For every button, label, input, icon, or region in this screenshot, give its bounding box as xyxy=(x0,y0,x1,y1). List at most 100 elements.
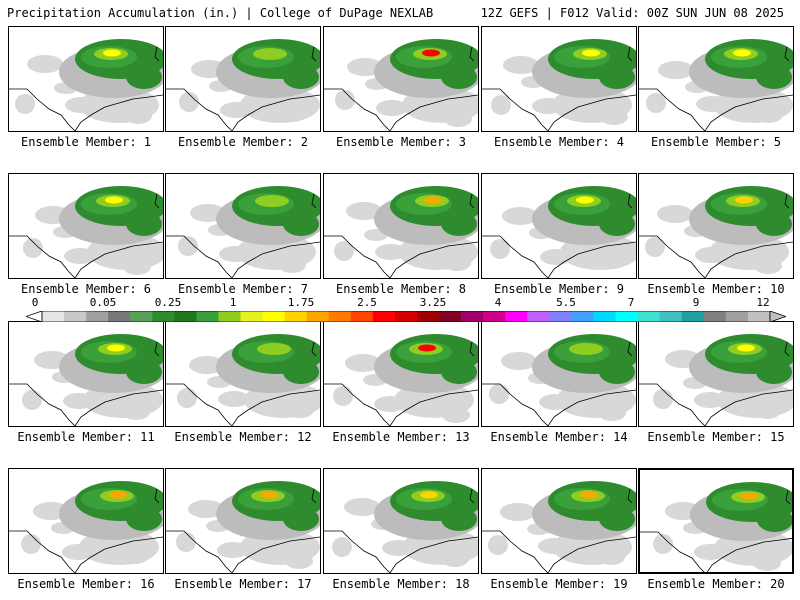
colorbar-segment xyxy=(659,311,683,322)
colorbar-segment xyxy=(262,311,285,322)
precip-map xyxy=(166,334,320,426)
precip-map xyxy=(324,334,478,426)
colorbar-tick-label: 2.5 xyxy=(357,296,377,309)
colorbar-segment xyxy=(174,311,197,322)
member-label: Ensemble Member: 19 xyxy=(490,577,628,591)
colorbar-segment xyxy=(571,311,594,322)
colorbar-tick-label: 7 xyxy=(627,296,635,309)
member-label: Ensemble Member: 13 xyxy=(332,430,470,444)
ensemble-panel xyxy=(8,173,164,279)
member-label: Ensemble Member: 7 xyxy=(177,282,309,296)
ensemble-panel xyxy=(165,26,321,132)
colorbar-segment xyxy=(394,311,418,322)
precip-map xyxy=(639,39,793,131)
ensemble-panel xyxy=(323,173,479,279)
ensemble-panel xyxy=(481,321,637,427)
colorbar-segment xyxy=(86,311,109,322)
ensemble-panel xyxy=(638,173,794,279)
colorbar-tick-label: 1 xyxy=(229,296,237,309)
ensemble-panel xyxy=(638,468,794,574)
member-label: Ensemble Member: 8 xyxy=(335,282,467,296)
ensemble-panel xyxy=(165,468,321,574)
ensemble-panel xyxy=(8,26,164,132)
colorbar-segment xyxy=(637,311,660,322)
colorbar-segment xyxy=(218,311,241,322)
precip-map xyxy=(166,39,320,131)
precip-map xyxy=(324,186,478,278)
member-label: Ensemble Member: 5 xyxy=(650,135,782,149)
colorbar-segment xyxy=(549,311,572,322)
colorbar-segment xyxy=(461,311,484,322)
colorbar-segment xyxy=(615,311,638,322)
colorbar-segment xyxy=(505,311,528,322)
member-label: Ensemble Member: 14 xyxy=(490,430,628,444)
precip-map xyxy=(9,186,163,278)
colorbar-segment xyxy=(328,311,352,322)
colorbar-segment xyxy=(372,311,396,322)
colorbar-segment xyxy=(439,311,462,322)
precip-map xyxy=(639,186,793,278)
colorbar-segment xyxy=(240,311,263,322)
colorbar-tick-label: 9 xyxy=(692,296,700,309)
precip-map xyxy=(482,39,636,131)
member-label: Ensemble Member: 11 xyxy=(17,430,155,444)
precip-map xyxy=(482,481,636,573)
ensemble-panel xyxy=(8,321,164,427)
colorbar-segment xyxy=(527,311,550,322)
member-label: Ensemble Member: 3 xyxy=(335,135,467,149)
colorbar-tick-label: 0.25 xyxy=(154,296,182,309)
colorbar-tick-label: 4 xyxy=(494,296,502,309)
precip-map xyxy=(9,39,163,131)
member-label: Ensemble Member: 6 xyxy=(20,282,152,296)
precip-map xyxy=(324,39,478,131)
member-label: Ensemble Member: 1 xyxy=(20,135,152,149)
colorbar-segment xyxy=(42,311,65,322)
precip-map xyxy=(166,186,320,278)
precip-map xyxy=(639,334,793,426)
member-label: Ensemble Member: 17 xyxy=(174,577,312,591)
member-label: Ensemble Member: 2 xyxy=(177,135,309,149)
chart-title: Precipitation Accumulation (in.) | Colle… xyxy=(7,6,434,20)
colorbar-segment xyxy=(64,311,87,322)
member-label: Ensemble Member: 15 xyxy=(647,430,785,444)
member-label: Ensemble Member: 20 xyxy=(647,577,785,591)
colorbar-segment xyxy=(284,311,308,322)
ensemble-panel xyxy=(638,26,794,132)
colorbar-segment xyxy=(593,311,616,322)
ensemble-panel xyxy=(481,26,637,132)
colorbar-tick-label: 0 xyxy=(31,296,39,309)
ensemble-panel xyxy=(165,321,321,427)
ensemble-panel xyxy=(323,468,479,574)
member-label: Ensemble Member: 4 xyxy=(493,135,625,149)
colorbar-segment xyxy=(350,311,374,322)
colorbar-segment xyxy=(306,311,330,322)
precip-map xyxy=(482,186,636,278)
ensemble-panel xyxy=(8,468,164,574)
member-label: Ensemble Member: 18 xyxy=(332,577,470,591)
ensemble-panel xyxy=(323,321,479,427)
precip-map xyxy=(9,334,163,426)
colorbar-segment xyxy=(703,311,727,322)
member-label: Ensemble Member: 12 xyxy=(174,430,312,444)
member-label: Ensemble Member: 9 xyxy=(493,282,625,296)
ensemble-panel xyxy=(481,468,637,574)
colorbar xyxy=(26,311,786,322)
colorbar-segment xyxy=(152,311,175,322)
member-label: Ensemble Member: 10 xyxy=(647,282,785,296)
colorbar-segment xyxy=(196,311,219,322)
colorbar-segment xyxy=(108,311,131,322)
precip-map xyxy=(482,334,636,426)
colorbar-segment xyxy=(417,311,440,322)
colorbar-right-arrow xyxy=(769,311,786,322)
colorbar-tick-label: 12 xyxy=(756,296,770,309)
precip-map xyxy=(640,482,792,572)
colorbar-segment xyxy=(725,311,749,322)
ensemble-panel xyxy=(165,173,321,279)
precip-map xyxy=(324,481,478,573)
ensemble-panel xyxy=(481,173,637,279)
colorbar-segment xyxy=(483,311,506,322)
model-run-info: 12Z GEFS | F012 Valid: 00Z SUN JUN 08 20… xyxy=(480,6,784,20)
colorbar-segment xyxy=(747,311,771,322)
ensemble-panel xyxy=(638,321,794,427)
ensemble-panel xyxy=(323,26,479,132)
